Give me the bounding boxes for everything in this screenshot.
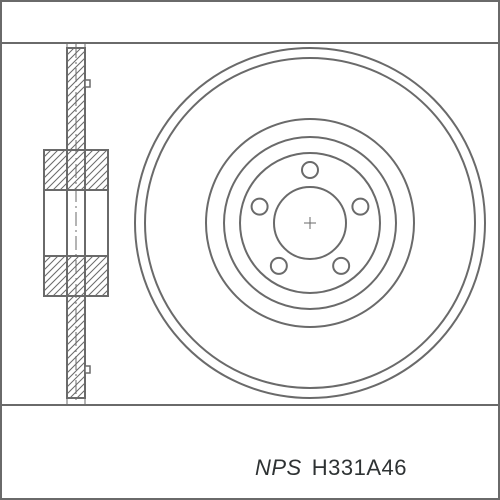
part-code: H331A46 xyxy=(312,455,407,481)
brand-text: NPS xyxy=(255,455,302,481)
disc-front-view xyxy=(0,0,500,500)
drawing-canvas: NPS H331A46 xyxy=(0,0,500,500)
part-label: NPS H331A46 xyxy=(255,455,407,481)
